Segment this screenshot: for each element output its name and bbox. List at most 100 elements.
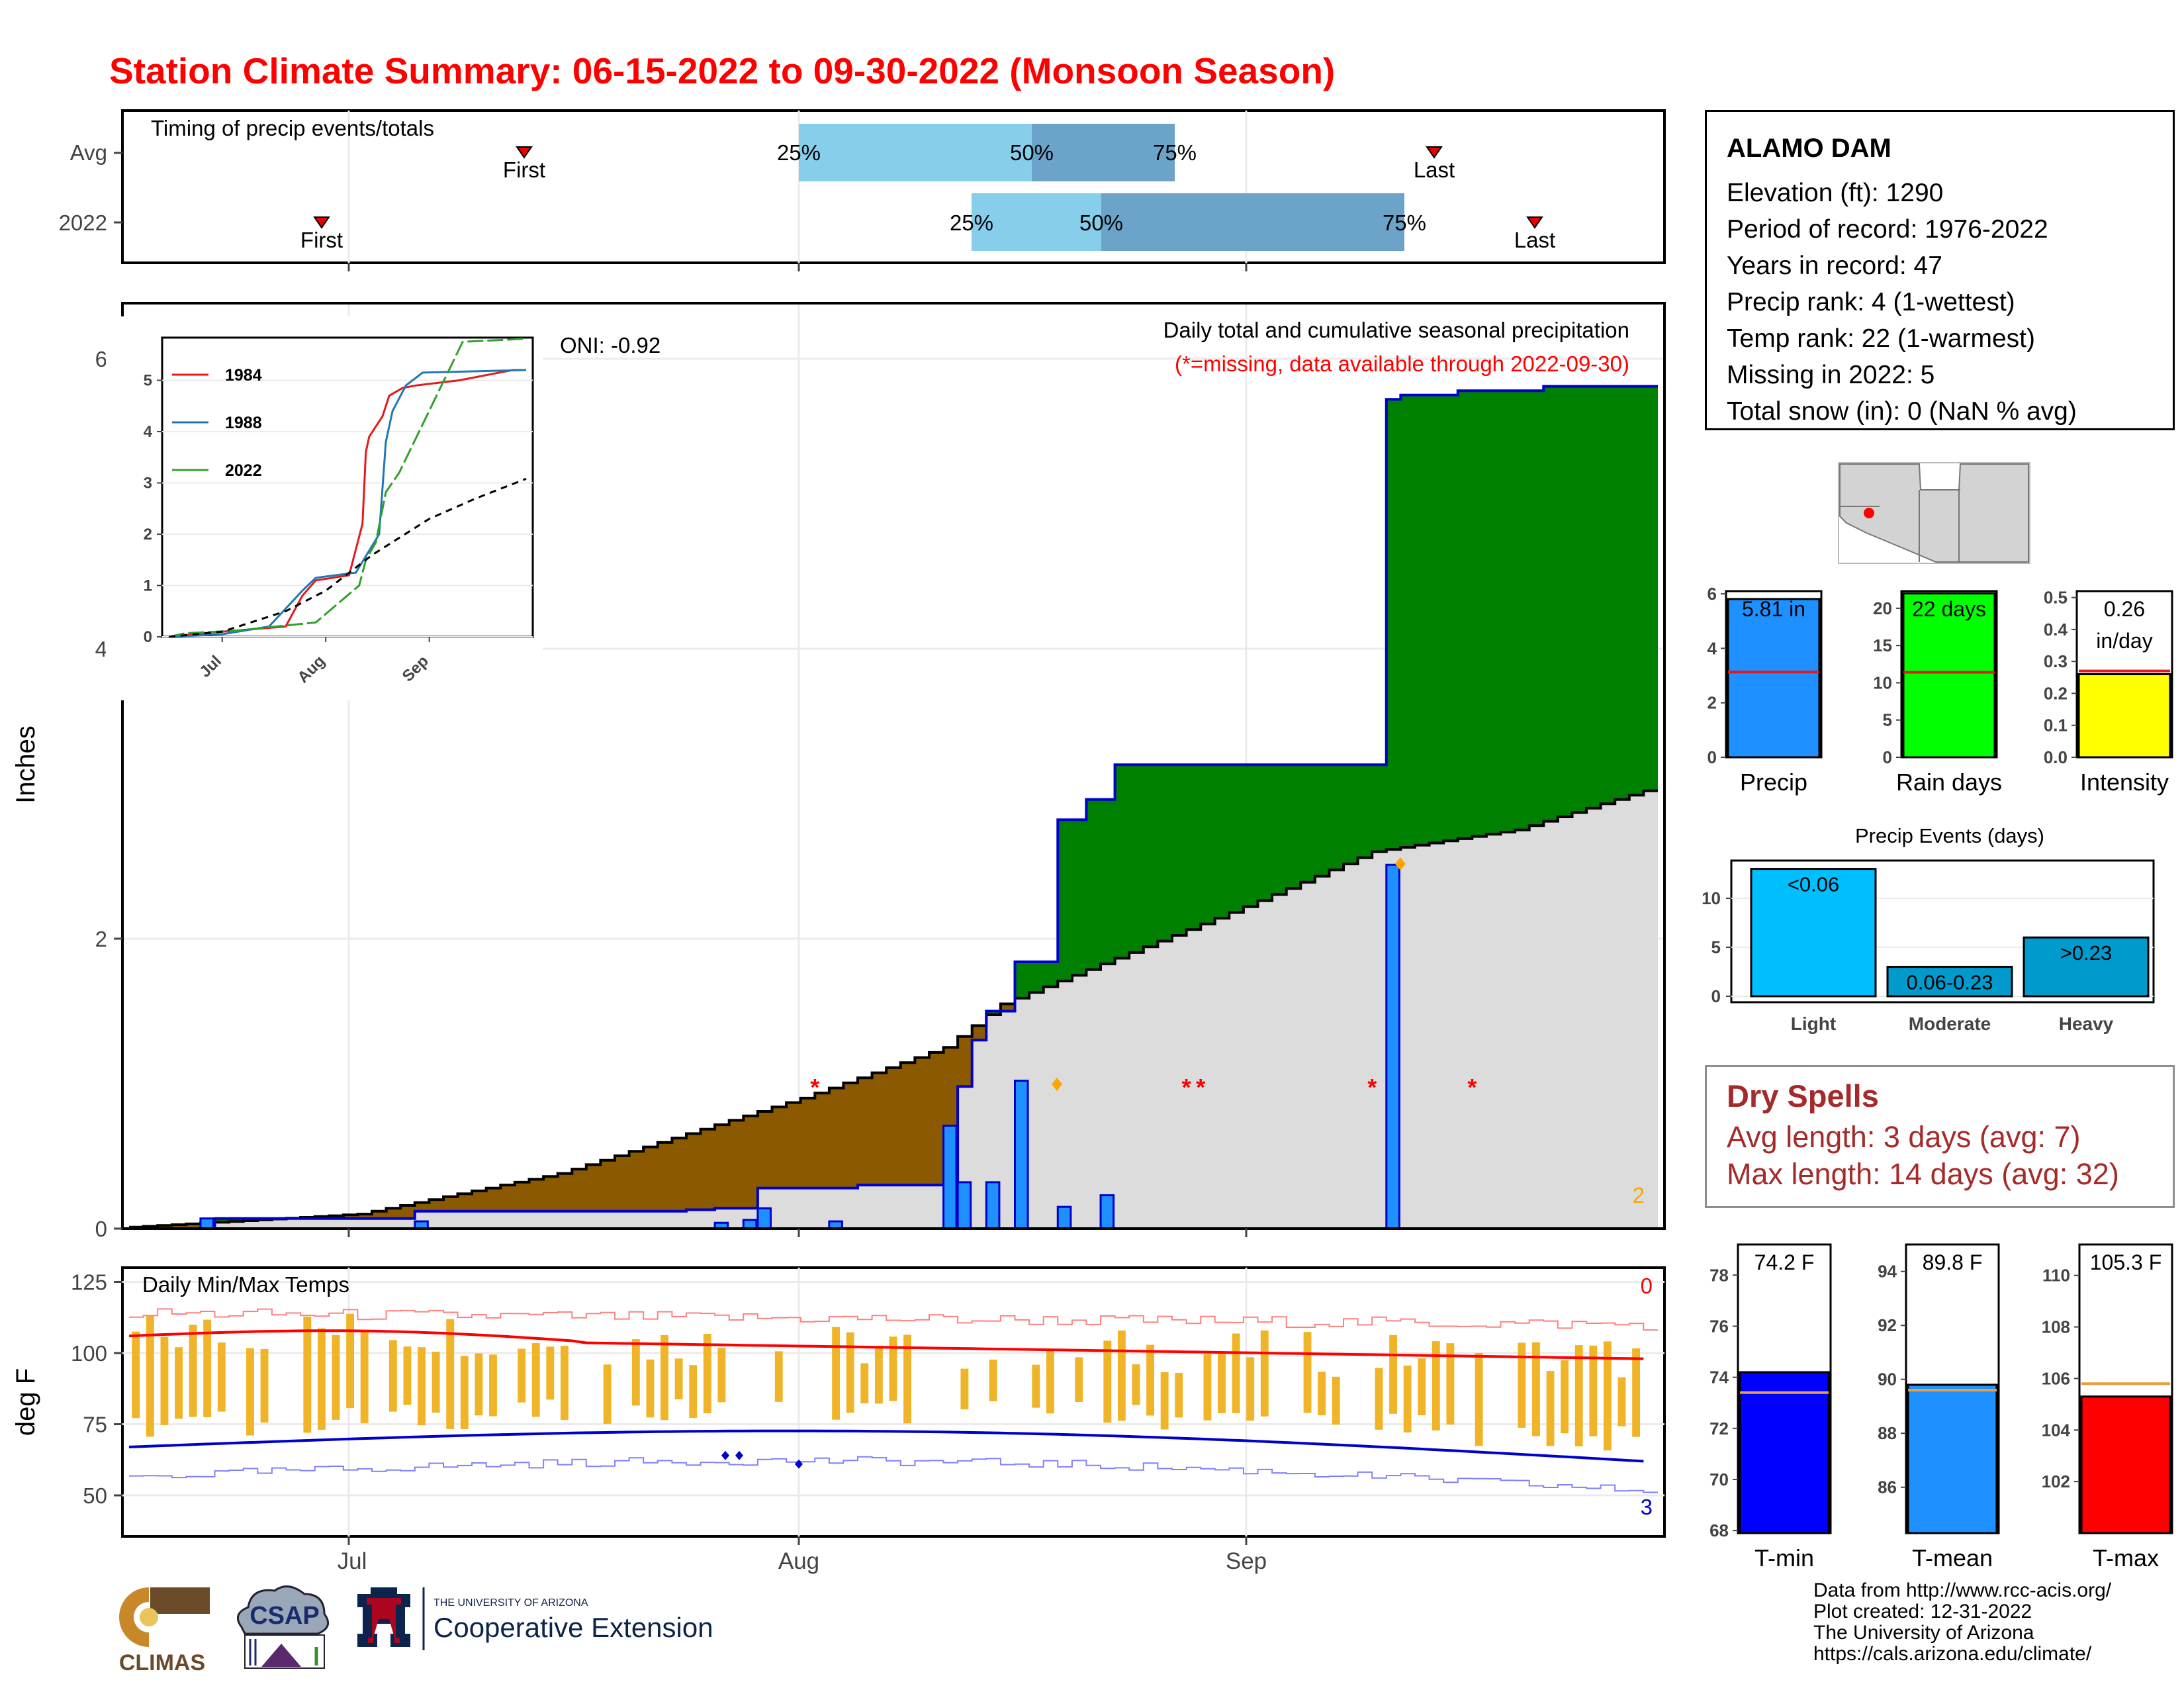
daily-temp-bar	[1389, 1335, 1398, 1414]
inset-ytick-label: 3	[144, 475, 152, 492]
precip-ylabel: Inches	[11, 726, 40, 804]
event-bar-label: <0.06	[1788, 873, 1839, 896]
daily-temp-bar	[1160, 1372, 1169, 1430]
intensity-summary-bar	[2077, 673, 2171, 759]
daily-temp-bar	[1632, 1348, 1641, 1437]
climas-logo: CLIMAS	[119, 1587, 210, 1675]
tmean-summary-ytick-label: 88	[1878, 1423, 1897, 1443]
daily-temp-bar	[1332, 1376, 1340, 1425]
tmean-summary-ytick-label: 94	[1878, 1262, 1897, 1282]
tmin-summary-name: T-min	[1754, 1544, 1814, 1571]
ua-small-text: THE UNIVERSITY OF ARIZONA	[433, 1597, 588, 1609]
avg-last-marker	[1426, 146, 1443, 159]
missing-day-marker: *	[810, 1074, 819, 1101]
y2022-quartile-low	[972, 193, 1101, 251]
event-bar-light	[1750, 868, 1877, 998]
daily-temp-bar	[418, 1347, 426, 1426]
station-elevation: Elevation (ft): 1290	[1727, 179, 1944, 207]
daily-temp-bar	[1203, 1354, 1212, 1421]
credit-line-1: Data from http://www.rcc-acis.org/	[1813, 1579, 2112, 1601]
dry-spells-box: Dry Spells Avg length: 3 days (avg: 7) M…	[1705, 1065, 2175, 1208]
intensity-summary-chart: 0.0 0.1 0.2 0.3 0.4 0.5 0.26 in/day Intensity	[2044, 588, 2173, 796]
daily-temp-bar	[1046, 1350, 1054, 1414]
temp-count-bottom: 3	[1641, 1495, 1653, 1519]
daily-temp-bar	[317, 1328, 326, 1430]
ua-logo: THE UNIVERSITY OF ARIZONA Cooperative Ex…	[357, 1587, 713, 1650]
daily-temp-bar	[1246, 1357, 1255, 1421]
surplus-area	[214, 386, 1658, 1223]
timing-label: Timing of precip events/totals	[151, 116, 434, 140]
logo-row: CLIMAS CSAP THE UNIVERSITY OF ARIZONA Co…	[119, 1585, 713, 1675]
timing-row-avg: Avg	[70, 140, 107, 165]
daily-temp-bar	[1532, 1342, 1540, 1436]
daily-temp-bar	[631, 1339, 640, 1406]
timing-row-2022: 2022	[59, 211, 107, 235]
daily-temp-bar	[475, 1353, 483, 1416]
intensity-summary-ytick-label: 0.1	[2044, 716, 2068, 735]
daily-temp-bar	[603, 1364, 612, 1424]
tmin-summary-ytick-label: 78	[1709, 1265, 1729, 1285]
precip-summary-name: Precip	[1740, 769, 1807, 796]
inset-legend-label: 1984	[225, 366, 262, 385]
daily-temp-bar	[1589, 1345, 1598, 1436]
raindays-summary-ytick-label: 5	[1883, 710, 1892, 730]
daily-temp-bar	[260, 1348, 269, 1423]
daily-precip-bar	[942, 1125, 958, 1230]
page-title: Station Climate Summary: 06-15-2022 to 0…	[109, 50, 1335, 91]
inset-ytick-label: 1	[144, 577, 152, 595]
tmin-summary-ytick-label: 70	[1709, 1470, 1729, 1489]
daily-temp-bar	[546, 1346, 555, 1400]
precip-summary-ytick-label: 2	[1707, 693, 1717, 713]
daily-temp-bar	[160, 1336, 169, 1425]
daily-temp-bar	[1617, 1377, 1626, 1427]
daily-temp-bar	[1132, 1364, 1140, 1405]
inset-ytick-label: 2	[144, 526, 152, 543]
station-snow: Total snow (in): 0 (NaN % avg)	[1727, 397, 2077, 426]
tmax-summary-value-label: 105.3 F	[2090, 1250, 2162, 1274]
daily-temp-bar	[860, 1363, 869, 1404]
dry-spells-max: Max length: 14 days (avg: 32)	[1727, 1157, 2119, 1191]
record-max-line	[129, 1308, 1658, 1331]
credit-line-4: https://cals.arizona.edu/climate/	[1813, 1643, 2092, 1665]
tmin-summary-ytick-label: 68	[1709, 1521, 1729, 1540]
intensity-summary-value-label: 0.26	[2104, 597, 2145, 621]
temp-ytick-label: 125	[71, 1270, 107, 1295]
location-map	[1838, 462, 2030, 564]
tmean-summary-value-label: 89.8 F	[1923, 1250, 1983, 1274]
daily-temp-bar	[989, 1359, 997, 1401]
daily-temp-bar	[1175, 1373, 1183, 1418]
daily-precip-bar	[985, 1181, 1001, 1230]
temp-ytick-label: 75	[83, 1413, 107, 1437]
event-marker	[1052, 1078, 1062, 1091]
tmax-summary-bar	[2080, 1395, 2171, 1534]
event-category-label: Moderate	[1909, 1013, 1991, 1034]
y2022-last-label: Last	[1514, 228, 1555, 252]
intensity-summary-ytick-label: 0.3	[2044, 651, 2068, 671]
tmax-summary-name: T-max	[2093, 1544, 2159, 1571]
avg-quartile-low	[799, 124, 1032, 181]
daily-temp-bar	[1546, 1371, 1555, 1446]
dry-spells-avg: Avg length: 3 days (avg: 7)	[1727, 1120, 2081, 1154]
station-temp-rank: Temp rank: 22 (1-warmest)	[1727, 324, 2035, 353]
y2022-last-marker	[1526, 216, 1543, 229]
daily-temp-bar	[1518, 1342, 1526, 1428]
avg-pct-75: 75%	[1153, 140, 1197, 165]
y2022-quartile-high	[1101, 193, 1404, 251]
daily-precip-bar	[1385, 863, 1400, 1230]
temp-ytick-label: 100	[71, 1341, 107, 1366]
missing-day-marker: *	[1467, 1074, 1477, 1101]
tmean-summary-ytick-label: 86	[1878, 1477, 1897, 1497]
daily-temp-bar	[531, 1342, 540, 1417]
daily-temp-bar	[832, 1327, 841, 1420]
tmax-summary-chart: 102 104 106 108 110 105.3 F T-max	[2042, 1243, 2173, 1571]
temp-panel: Daily Min/Max Temps 0 3 deg F 50 75 100 125…	[11, 1266, 1666, 1574]
csap-logo: CSAP	[236, 1585, 330, 1669]
missing-day-marker: *	[1196, 1074, 1205, 1101]
tmax-summary-ytick-label: 110	[2042, 1266, 2070, 1286]
daily-temp-bar	[1375, 1368, 1383, 1430]
events-title: Precip Events (days)	[1855, 824, 2044, 847]
daily-precip-bar	[1099, 1194, 1115, 1230]
xtick-sep: Sep	[1226, 1548, 1267, 1574]
deficit-area	[129, 1004, 1015, 1229]
